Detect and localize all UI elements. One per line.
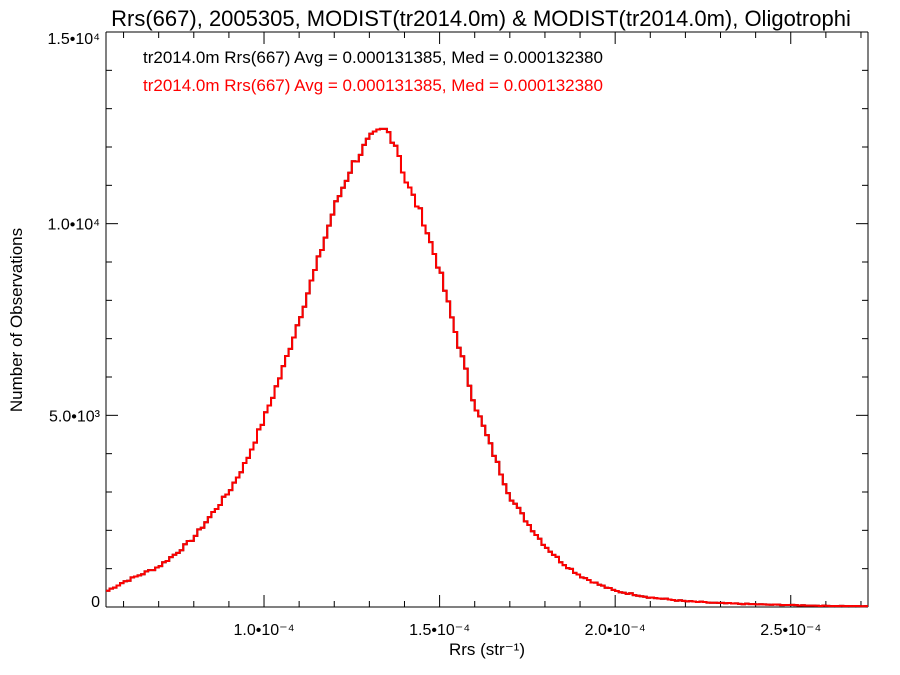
x-tick-label: 1.5•10⁻⁴	[409, 622, 470, 639]
series-line-black	[106, 127, 868, 608]
y-tick-label: 1.5•10⁴	[47, 31, 100, 48]
y-axis-label: Number of Observations	[7, 228, 26, 412]
x-tick-label: 1.0•10⁻⁴	[234, 622, 295, 639]
y-tick-label: 5.0•10³	[49, 408, 101, 425]
plot-frame	[105, 31, 869, 608]
axis-tick-labels: 1.0•10⁻⁴ 1.5•10⁻⁴ 2.0•10⁻⁴ 2.5•10⁻⁴ 0 5.0•10³…	[47, 31, 821, 639]
legend-entry-red: tr2014.0m Rrs(667) Avg = 0.000131385, Me…	[143, 76, 603, 95]
legend-entry-black: tr2014.0m Rrs(667) Avg = 0.000131385, Me…	[143, 48, 603, 67]
series-line-red	[106, 127, 868, 608]
chart-title: Rrs(667), 2005305, MODIST(tr2014.0m) & M…	[111, 6, 851, 31]
y-tick-label: 0	[91, 594, 100, 611]
y-tick-label: 1.0•10⁴	[47, 217, 100, 234]
x-axis-label: Rrs (str⁻¹)	[449, 640, 525, 659]
x-tick-label: 2.5•10⁻⁴	[760, 622, 821, 639]
axis-ticks	[106, 31, 868, 608]
x-tick-label: 2.0•10⁻⁴	[585, 622, 646, 639]
